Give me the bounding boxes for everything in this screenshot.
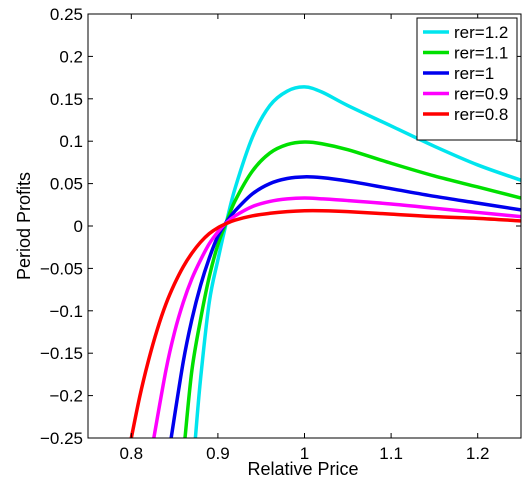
y-axis-label: Period Profits — [14, 172, 34, 280]
y-tick-label: −0.2 — [49, 387, 83, 406]
legend-box — [416, 17, 518, 141]
y-tick-label: 0.1 — [59, 132, 83, 151]
y-tick-label: 0.2 — [59, 47, 83, 66]
x-tick-label: 1.2 — [466, 444, 490, 463]
legend-entry-3: rer=0.9 — [454, 85, 508, 104]
series-line-1 — [183, 140, 521, 438]
y-tick-label: −0.05 — [40, 259, 83, 278]
y-tick-label: 0.25 — [50, 5, 83, 24]
series-line-3 — [152, 196, 521, 438]
y-tick-label: 0 — [74, 217, 83, 236]
series-line-0 — [193, 85, 521, 438]
y-tick-label: −0.25 — [40, 429, 83, 448]
legend-entry-2: rer=1 — [454, 64, 494, 83]
legend-entry-1: rer=1.1 — [454, 44, 508, 63]
x-tick-label: 1 — [300, 444, 309, 463]
y-tick-label: −0.15 — [40, 344, 83, 363]
plot-area: 0.8 0.9 1 1.1 1.2 0.25 0.2 0.15 0.1 0.05 0 −0.05 −0.… — [40, 5, 522, 463]
legend-entry-4: rer=0.8 — [454, 105, 508, 124]
series-line-2 — [169, 175, 521, 438]
series-lines — [129, 85, 521, 438]
x-tick-label: 1.1 — [379, 444, 403, 463]
y-tick-label: 0.05 — [50, 175, 83, 194]
x-axis-label: Relative Price — [247, 459, 358, 479]
series-line-4 — [129, 208, 521, 438]
y-tick-label: −0.1 — [49, 302, 83, 321]
y-tick-label: 0.15 — [50, 90, 83, 109]
x-tick-label: 0.9 — [206, 444, 230, 463]
legend-entry-0: rer=1.2 — [454, 23, 508, 42]
x-tick-label: 0.8 — [119, 444, 143, 463]
